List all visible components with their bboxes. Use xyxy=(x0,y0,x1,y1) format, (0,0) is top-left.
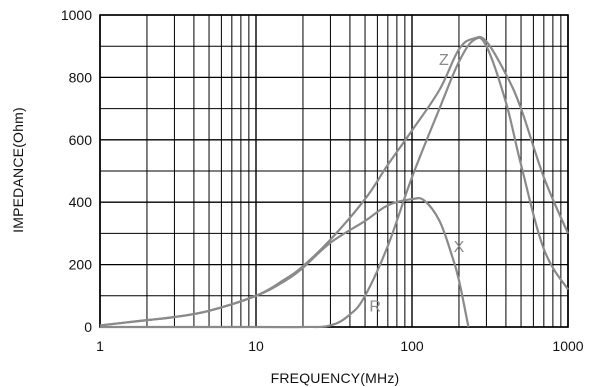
y-tick-label: 1000 xyxy=(61,7,92,23)
curve-label-x: X xyxy=(454,239,465,256)
y-tick-label: 0 xyxy=(84,319,92,335)
series-line-x xyxy=(99,196,470,328)
series-group xyxy=(99,35,570,329)
x-axis-title: FREQUENCY(MHz) xyxy=(271,370,400,386)
series-line-z xyxy=(99,35,570,327)
series-line-r xyxy=(100,36,569,329)
y-tick-label: 800 xyxy=(69,69,93,85)
curve-labels: Z X R xyxy=(369,52,464,315)
x-tick-label: 1000 xyxy=(552,338,583,354)
y-tick-label: 400 xyxy=(69,194,93,210)
grid xyxy=(99,14,569,328)
tick-labels: 1 10 100 1000 0 200 400 600 800 1000 xyxy=(61,7,584,354)
y-tick-label: 600 xyxy=(69,132,93,148)
x-tick-label: 1 xyxy=(96,338,104,354)
x-tick-label: 100 xyxy=(400,338,424,354)
plot-frame xyxy=(99,14,569,328)
y-axis-title: IMPEDANCE(Ohm) xyxy=(10,107,26,233)
x-tick-label: 10 xyxy=(248,338,264,354)
y-tick-label: 200 xyxy=(69,257,93,273)
curve-label-z: Z xyxy=(439,52,449,69)
curve-label-r: R xyxy=(369,298,381,315)
